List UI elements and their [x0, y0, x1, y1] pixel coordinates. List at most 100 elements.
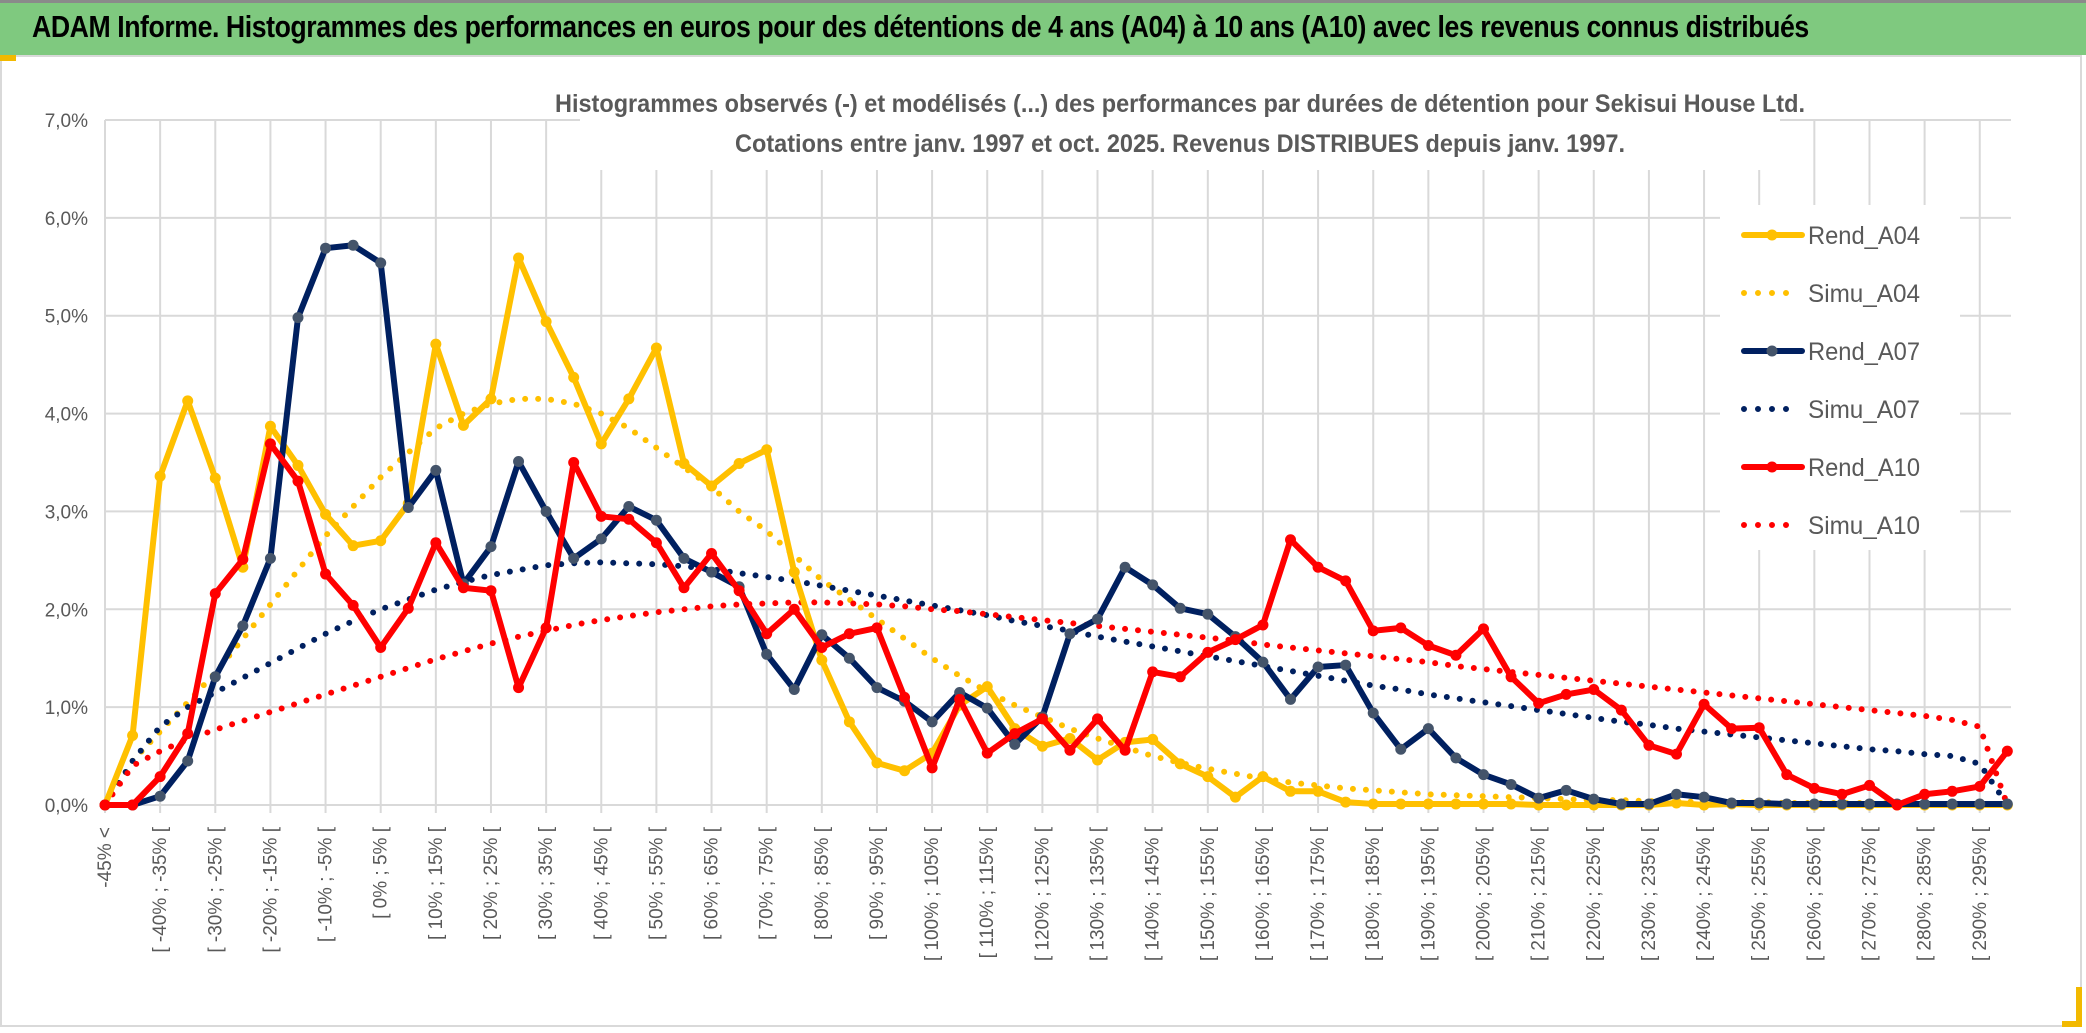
x-tick-label: [ 40% ; 45% [ [591, 826, 612, 940]
data-point [1560, 688, 1572, 700]
data-point [1257, 619, 1269, 631]
data-point [347, 599, 359, 611]
series-group [99, 239, 2013, 811]
data-point [1340, 575, 1352, 587]
data-point [1450, 752, 1462, 764]
data-point [1119, 561, 1131, 573]
data-point [154, 771, 166, 783]
data-point [320, 508, 332, 520]
y-tick-label: 1,0% [45, 698, 88, 719]
data-point [1643, 739, 1655, 751]
data-point [292, 312, 304, 324]
legend-label: Rend_A07 [1808, 338, 1920, 366]
data-point [954, 693, 966, 705]
legend-marker [1766, 345, 1778, 357]
legend: Rend_A04 Simu_A04 Rend_A07 Simu_A07 Rend_A10… [1741, 222, 1920, 540]
data-point [678, 457, 690, 469]
observed-line [105, 440, 2010, 808]
data-point [485, 585, 497, 597]
data-point [1726, 797, 1738, 809]
data-point [1670, 748, 1682, 760]
data-point [430, 537, 442, 549]
data-point [1836, 798, 1848, 810]
data-point [513, 252, 525, 264]
data-point [623, 513, 635, 525]
data-point [1147, 579, 1159, 591]
data-point [899, 691, 911, 703]
data-point [264, 420, 276, 432]
data-point [1863, 798, 1875, 810]
x-tick-label: [ 10% ; 15% [ [426, 826, 447, 940]
data-point [1395, 743, 1407, 755]
x-tick-label: [ 230% ; 235% [ [1639, 826, 1660, 961]
x-tick-label: [ 140% ; 145% [ [1143, 826, 1164, 961]
data-point [1395, 798, 1407, 810]
data-point [1119, 744, 1131, 756]
legend-item-rend-a04[interactable]: Rend_A04 [1741, 222, 1920, 250]
x-tick-label: [ -10% ; -5% [ [316, 826, 337, 942]
title-background [580, 88, 1780, 170]
data-point [1064, 732, 1076, 744]
y-tick-label: 5,0% [45, 307, 88, 328]
data-point [595, 510, 607, 522]
data-point [1808, 798, 1820, 810]
x-tick-label: [ -20% ; -15% [ [260, 826, 281, 952]
selection-handle-bottom-right[interactable] [2076, 987, 2082, 1027]
data-point [457, 582, 469, 594]
data-point [761, 648, 773, 660]
data-point [1174, 758, 1186, 770]
data-point [485, 393, 497, 405]
data-point [816, 641, 828, 653]
data-point [843, 628, 855, 640]
data-point [292, 459, 304, 471]
data-point [1092, 754, 1104, 766]
x-tick-label: [ 260% ; 265% [ [1804, 826, 1825, 961]
x-tick-label: [ 170% ; 175% [ [1308, 826, 1329, 961]
x-tick-label: [ 110% ; 115% [ [977, 826, 998, 958]
data-point [1919, 798, 1931, 810]
data-point [430, 338, 442, 350]
data-point [264, 438, 276, 450]
x-tick-label: [ 60% ; 65% [ [702, 826, 723, 940]
legend-background [1720, 205, 1960, 550]
legend-item-simu-a07[interactable]: Simu_A07 [1741, 396, 1920, 424]
selection-handle-top-left[interactable] [0, 55, 16, 61]
legend-item-simu-a10[interactable]: Simu_A10 [1741, 512, 1920, 540]
data-point [1285, 785, 1297, 797]
data-point [926, 716, 938, 728]
data-point [1698, 698, 1710, 710]
data-point [568, 371, 580, 383]
data-point [1009, 738, 1021, 750]
legend-item-simu-a04[interactable]: Simu_A04 [1741, 280, 1920, 308]
data-point [1974, 780, 1986, 792]
x-tick-label: [ 200% ; 205% [ [1474, 826, 1495, 961]
data-point [1753, 722, 1765, 734]
data-point [1036, 740, 1048, 752]
data-point [209, 472, 221, 484]
data-point [1698, 791, 1710, 803]
data-point [1478, 769, 1489, 781]
data-point [457, 419, 469, 431]
x-tick-label: [ 280% ; 285% [ [1915, 826, 1936, 961]
data-point [1726, 723, 1738, 735]
legend-item-rend-a07[interactable]: Rend_A07 [1741, 338, 1920, 366]
data-point [375, 257, 387, 269]
legend-item-rend-a10[interactable]: Rend_A10 [1741, 454, 1920, 482]
data-point [1698, 799, 1710, 811]
data-point [1174, 671, 1186, 683]
data-point [871, 682, 883, 694]
data-point [1285, 534, 1297, 546]
data-point [843, 652, 855, 664]
x-tick-label: [ 20% ; 25% [ [481, 826, 502, 940]
data-point [430, 464, 442, 476]
data-point [2001, 798, 2013, 810]
data-point [1312, 561, 1324, 573]
data-point [1285, 693, 1297, 705]
data-point [1064, 628, 1076, 640]
data-point [595, 533, 607, 545]
data-point [1478, 623, 1489, 635]
x-tick-label: [ 240% ; 245% [ [1694, 826, 1715, 961]
data-point [1588, 793, 1600, 805]
y-tick-label: 3,0% [45, 502, 88, 523]
selection-handle-bottom-right-h[interactable] [2062, 1021, 2082, 1027]
